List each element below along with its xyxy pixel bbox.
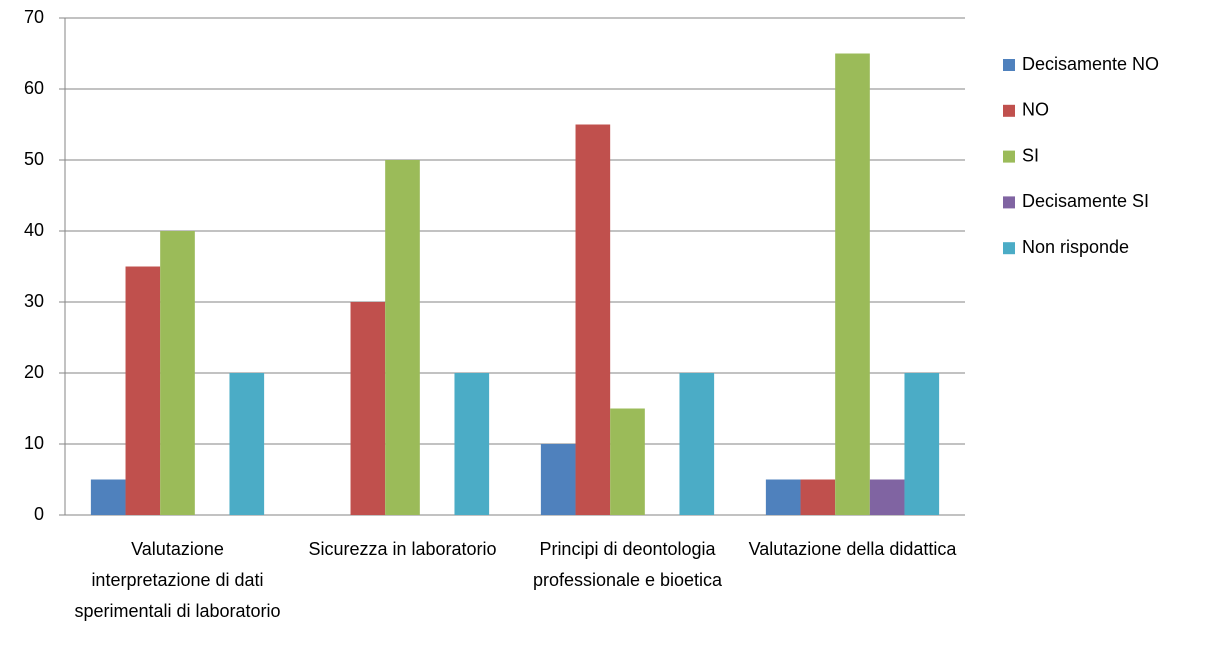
bar [540,444,576,515]
x-tick-label: Sicurezza in laboratorio [308,539,497,559]
legend-swatch [1003,242,1015,255]
y-tick-label: 50 [24,149,44,169]
bar [385,160,420,515]
bar [160,231,195,515]
bar [229,373,265,515]
y-tick-label: 0 [34,504,44,524]
legend-swatch [1003,196,1015,209]
y-tick-label: 30 [24,291,44,311]
bar [454,373,490,515]
bar [904,373,940,515]
y-tick-label: 20 [24,362,44,382]
bar [765,479,801,515]
bar [575,124,611,515]
y-tick-label: 40 [24,220,44,240]
legend-label: NO [1022,100,1049,120]
legend-swatch [1003,104,1015,117]
bar [125,266,161,515]
bar [800,479,836,515]
y-tick-label: 60 [24,78,44,98]
legend-label: SI [1022,145,1039,165]
x-tick-label: Principi di deontologia professionale e … [532,539,723,590]
bar [350,302,386,515]
legend-label: Non risponde [1022,237,1129,257]
x-tick-label: Valutazione della didattica [748,539,957,559]
legend-swatch [1003,59,1015,71]
bar [679,373,715,515]
y-tick-label: 70 [24,7,44,27]
legend-swatch [1003,150,1015,163]
bar [869,479,905,515]
x-tick-label: Valutazione interpretazione di dati sper… [74,539,281,621]
bar [90,479,126,515]
bar [835,53,870,515]
legend-label: Decisamente NO [1022,54,1159,74]
y-tick-label: 10 [24,433,44,453]
legend-label: Decisamente SI [1022,191,1149,211]
bar [610,408,645,515]
